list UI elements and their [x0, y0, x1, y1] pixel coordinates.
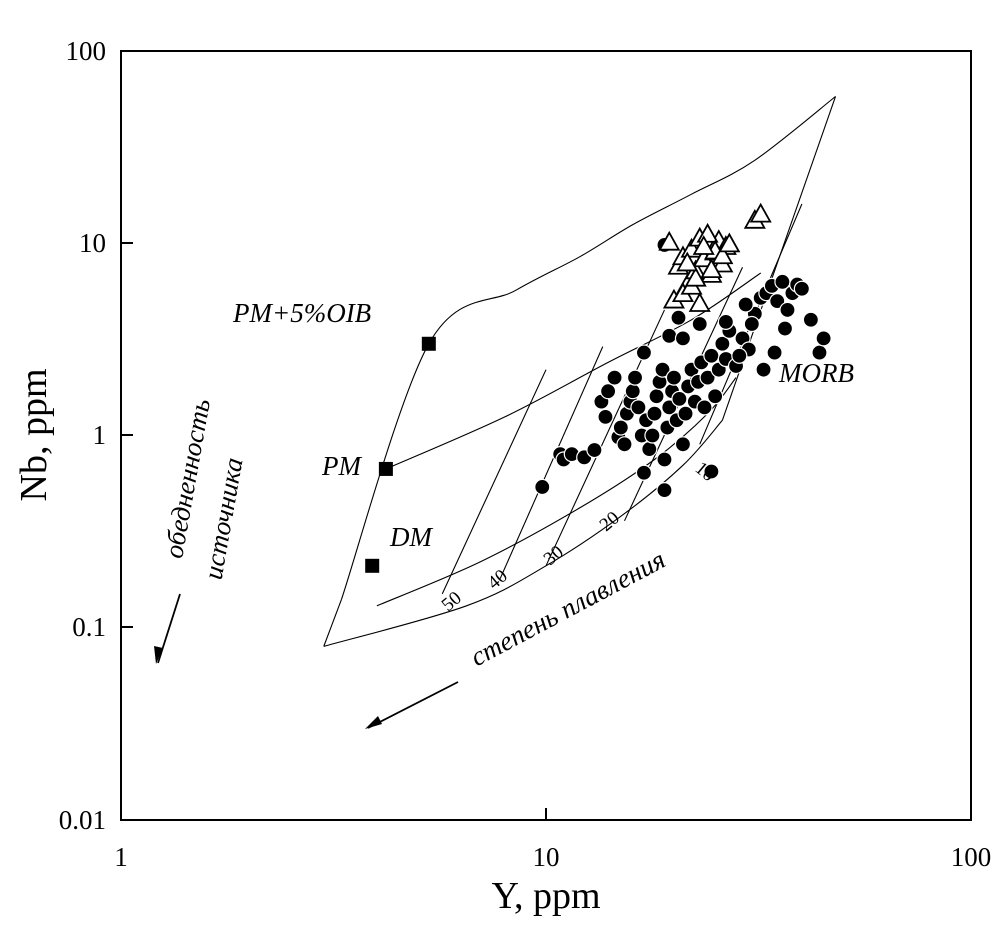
circle-point [691, 315, 708, 333]
circle-point [630, 399, 647, 416]
melting-degree-line-50 [441, 369, 547, 595]
source-square-dm [365, 558, 380, 573]
circle-point [779, 301, 796, 319]
triangle-point [684, 266, 707, 287]
label-melting-degree: степень плавления [465, 544, 670, 672]
triangle-point [676, 251, 699, 272]
label-dm: DM [389, 522, 433, 552]
circle-point [626, 369, 644, 386]
label-morb: MORB [778, 358, 854, 388]
melting-curve-pm [385, 272, 762, 470]
x-axis-label: Y, ppm [491, 875, 600, 917]
plot-frame [120, 50, 972, 821]
circle-point [644, 427, 661, 444]
triangle-point [700, 258, 723, 279]
circle-point [714, 335, 731, 352]
circle-point [696, 399, 713, 416]
depletion-arrow-shaft [157, 593, 181, 664]
y-axis-label: Nb, ppm [13, 369, 55, 502]
circle-point [737, 296, 754, 313]
circle-point [769, 293, 786, 310]
label-pm: PM [321, 451, 362, 481]
circle-point [671, 390, 688, 408]
circle-point [717, 313, 734, 330]
triangle-point [711, 244, 734, 265]
circle-point [703, 463, 720, 480]
circle-point [600, 383, 617, 400]
circle-point [776, 320, 794, 337]
circle-point [670, 309, 687, 326]
label-depletion-line2: источника [198, 455, 249, 581]
melt-label-10: 10 [691, 458, 719, 486]
y-axis: 100 10 1 0.1 0.01 [59, 36, 133, 835]
circle-point [802, 311, 819, 328]
triangle-point [688, 292, 711, 312]
x-tick-label-100: 100 [951, 842, 992, 872]
triangle-point [658, 230, 681, 251]
y-tick-label-1: 1 [93, 420, 107, 450]
triangle-point [749, 202, 772, 223]
triangle-point [692, 235, 715, 255]
circle-point [534, 478, 551, 496]
melt-label-40: 40 [484, 566, 512, 594]
data-markers [534, 202, 832, 499]
circle-point [648, 388, 665, 405]
depletion-arrow-head [154, 646, 163, 664]
circle-point [616, 436, 633, 453]
x-tick-label-10: 10 [533, 842, 560, 872]
circle-point [793, 280, 810, 297]
circle-point [624, 383, 641, 400]
circle-point [699, 369, 716, 386]
circle-point [674, 330, 692, 347]
y-tick-label-0-01: 0.01 [59, 805, 106, 835]
circle-point [656, 481, 673, 499]
circle-point [597, 408, 614, 425]
circle-point [661, 327, 678, 344]
melting-degree-line-40 [499, 346, 604, 579]
circle-point [656, 451, 673, 468]
y-tick-label-10: 10 [79, 228, 106, 258]
melting-curve-upper [340, 96, 836, 600]
source-points [365, 336, 436, 573]
x-tick-label-1: 1 [114, 842, 128, 872]
triangle-point [718, 232, 741, 253]
circle-point [665, 369, 683, 386]
circle-point [646, 405, 663, 422]
circle-point [731, 347, 748, 364]
melt-label-50: 50 [438, 588, 466, 616]
circle-point [815, 330, 832, 347]
circle-point [586, 441, 603, 459]
source-square-pm [378, 461, 393, 476]
circle-point [707, 388, 724, 405]
source-square-pm-5-oib [421, 336, 436, 351]
circle-point [635, 464, 653, 481]
circle-point [612, 419, 629, 436]
circle-point [677, 405, 694, 422]
model-left-edge [323, 599, 342, 647]
circle-point [766, 344, 783, 361]
circle-point [674, 436, 692, 453]
circle-point [641, 440, 658, 458]
circle-point [654, 361, 671, 378]
melting-arrow-shaft [367, 681, 459, 729]
x-axis: 1 10 100 [114, 808, 991, 872]
label-pm-oib: PM+5%OIB [232, 298, 371, 328]
melt-label-30: 30 [540, 542, 568, 570]
y-tick-label-100: 100 [66, 36, 107, 66]
circle-point [755, 361, 772, 378]
circle-point [703, 347, 720, 364]
melting-arrow-head [365, 716, 382, 729]
circle-point [606, 369, 623, 386]
y-tick-label-0-1: 0.1 [72, 612, 106, 642]
circle-point [635, 344, 653, 361]
melting-curve-lower [323, 419, 723, 647]
circle-point [743, 315, 760, 333]
